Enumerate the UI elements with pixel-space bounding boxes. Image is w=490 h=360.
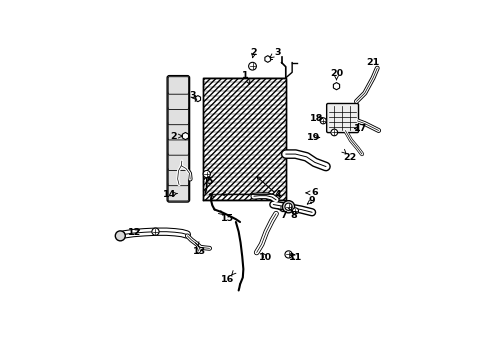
Text: 5: 5 (206, 177, 213, 186)
Text: 2: 2 (250, 48, 257, 57)
Text: 20: 20 (330, 69, 343, 78)
Text: 18: 18 (310, 113, 323, 122)
Text: 21: 21 (367, 58, 380, 67)
Text: 14: 14 (163, 190, 176, 199)
Text: 3: 3 (190, 91, 196, 100)
Circle shape (293, 208, 298, 214)
Circle shape (152, 228, 159, 235)
Text: 22: 22 (344, 153, 357, 162)
Text: 12: 12 (128, 228, 141, 237)
Text: 8: 8 (291, 211, 297, 220)
Text: 15: 15 (221, 214, 234, 223)
FancyBboxPatch shape (168, 184, 189, 201)
Text: 2: 2 (170, 131, 177, 140)
Polygon shape (333, 82, 340, 90)
FancyBboxPatch shape (168, 122, 189, 140)
Text: 11: 11 (289, 253, 302, 262)
Circle shape (285, 203, 292, 210)
FancyBboxPatch shape (168, 77, 189, 94)
Polygon shape (182, 132, 189, 140)
FancyBboxPatch shape (168, 168, 189, 186)
Text: 16: 16 (221, 275, 234, 284)
Circle shape (282, 201, 294, 213)
FancyBboxPatch shape (168, 92, 189, 109)
Polygon shape (265, 56, 270, 62)
FancyBboxPatch shape (327, 103, 359, 132)
Text: 13: 13 (193, 247, 206, 256)
Text: 10: 10 (259, 253, 272, 262)
Polygon shape (203, 78, 286, 200)
Circle shape (320, 118, 326, 124)
FancyBboxPatch shape (168, 153, 189, 170)
Text: 19: 19 (307, 133, 320, 142)
Text: 1: 1 (242, 71, 249, 80)
Text: 4: 4 (274, 190, 281, 199)
Circle shape (285, 251, 292, 258)
Circle shape (115, 231, 125, 241)
Circle shape (203, 170, 210, 177)
Circle shape (248, 62, 256, 70)
Text: 17: 17 (354, 124, 367, 133)
Text: 3: 3 (274, 48, 281, 57)
FancyBboxPatch shape (168, 138, 189, 155)
FancyBboxPatch shape (168, 107, 189, 125)
Polygon shape (195, 96, 200, 102)
Text: 6: 6 (312, 188, 318, 197)
Circle shape (331, 129, 338, 136)
Text: 9: 9 (309, 196, 316, 205)
Text: 7: 7 (280, 211, 287, 220)
